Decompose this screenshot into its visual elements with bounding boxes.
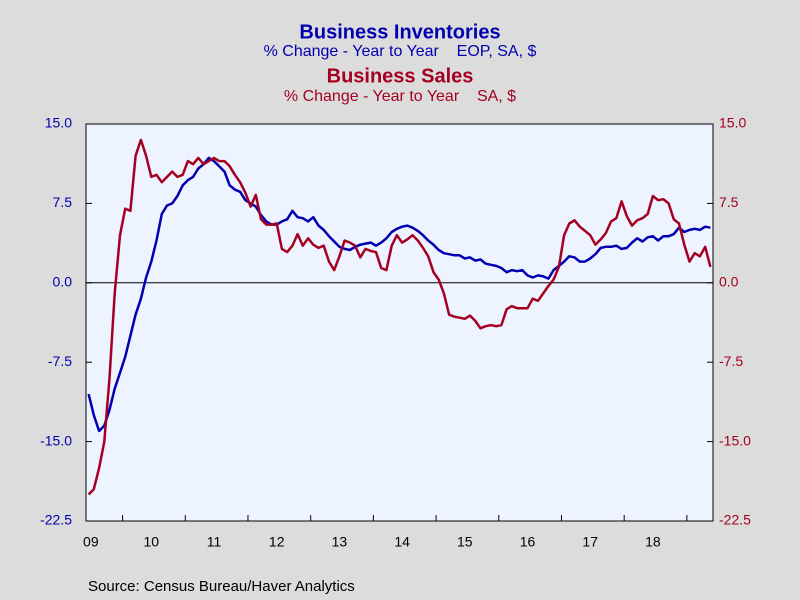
y2-tick-label: -22.5	[719, 512, 751, 528]
x-tick-label: 18	[645, 534, 661, 550]
chart-title: Business Inventories	[299, 21, 500, 43]
x-tick-label: 13	[332, 534, 348, 550]
y2-tick-label: -15.0	[719, 432, 751, 448]
series-line	[87, 138, 712, 496]
y2-tick-label: 15.0	[719, 115, 746, 131]
x-tick-label: 10	[144, 534, 160, 550]
plot-area	[85, 123, 714, 522]
source-note: Source: Census Bureau/Haver Analytics	[88, 578, 355, 595]
y-tick-label: -7.5	[48, 353, 72, 369]
x-tick-label: 17	[582, 534, 598, 550]
chart-subtitle: % Change - Year to Year EOP, SA, $	[264, 43, 537, 60]
x-tick-label: 16	[520, 534, 536, 550]
y-tick-label: -15.0	[40, 432, 72, 448]
y2-tick-label: 0.0	[719, 274, 739, 290]
x-tick-label: 11	[207, 534, 222, 550]
y2-tick-label: -7.5	[719, 353, 743, 369]
x-tick-label: 12	[269, 534, 285, 550]
x-tick-label: 09	[83, 534, 99, 550]
series-line	[87, 156, 711, 433]
chart-subtitle: % Change - Year to Year SA, $	[284, 88, 516, 105]
x-tick-label: 15	[457, 534, 473, 550]
chart-title: Business Sales	[327, 65, 474, 87]
y-tick-label: 0.0	[53, 274, 73, 290]
y2-tick-label: 7.5	[719, 194, 739, 210]
y-tick-label: 15.0	[45, 115, 72, 131]
y-tick-label: 7.5	[53, 194, 73, 210]
x-tick-label: 14	[394, 534, 410, 550]
y-tick-label: -22.5	[40, 512, 72, 528]
